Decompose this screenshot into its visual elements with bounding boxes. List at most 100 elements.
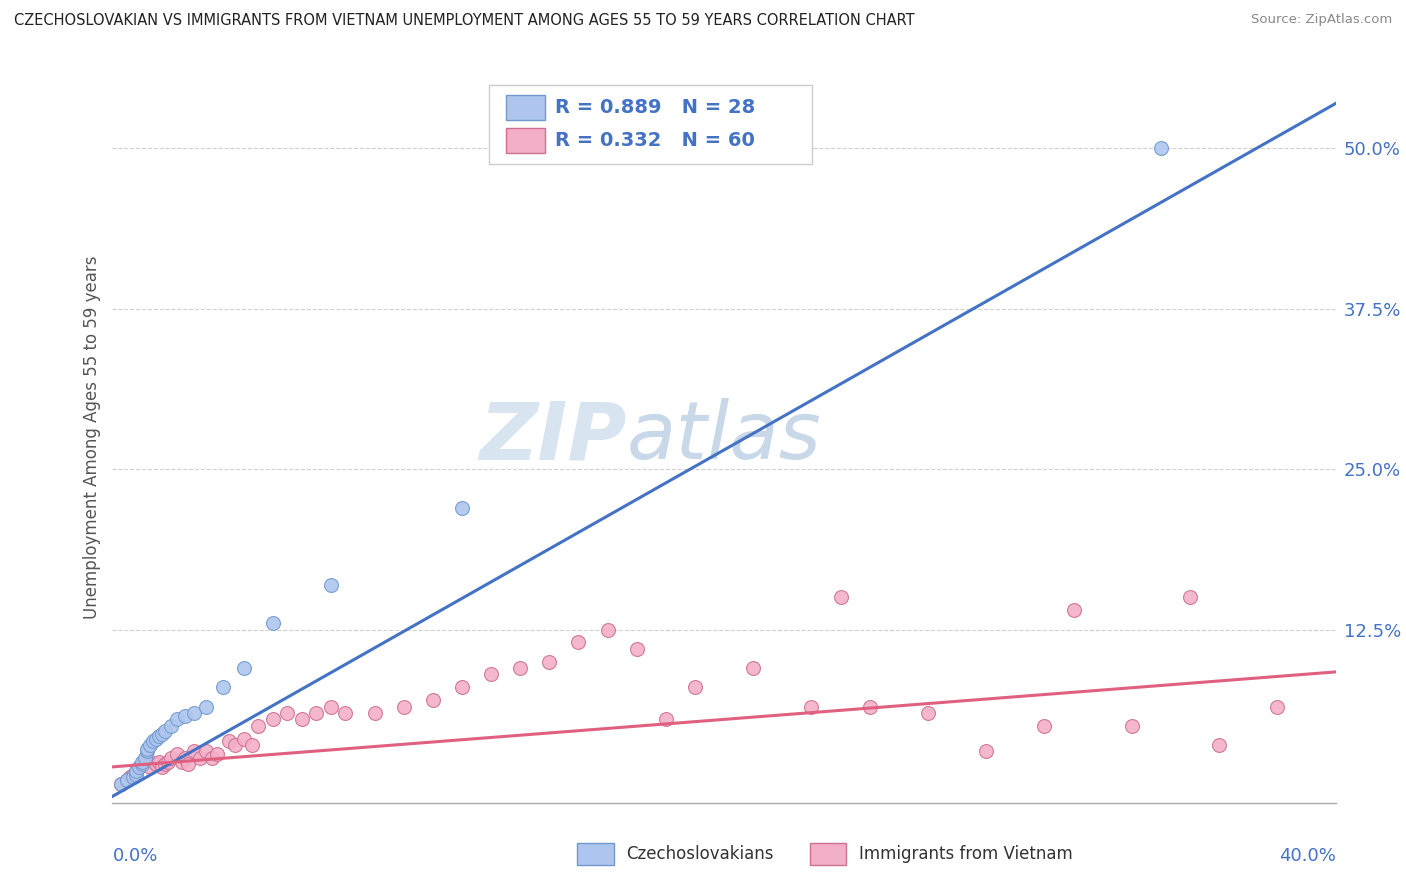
Point [655, 712, 678, 726]
Point [335, 706, 357, 720]
FancyBboxPatch shape [506, 95, 546, 120]
Point [224, 738, 246, 752]
Point [1178, 591, 1201, 605]
Point [830, 591, 852, 605]
Point [596, 623, 619, 637]
Point [1121, 719, 1143, 733]
Point [567, 635, 589, 649]
Point [131, 757, 153, 772]
Point [172, 755, 194, 769]
Point [125, 764, 148, 778]
Point [183, 706, 205, 720]
Point [291, 712, 314, 726]
Point [153, 757, 176, 772]
Point [134, 751, 156, 765]
Point [128, 760, 150, 774]
Text: 0.0%: 0.0% [112, 847, 157, 864]
Point [159, 719, 181, 733]
Point [110, 776, 132, 790]
Point [183, 744, 205, 758]
Point [153, 723, 176, 738]
Point [174, 708, 197, 723]
FancyBboxPatch shape [578, 843, 614, 865]
Point [262, 616, 284, 631]
Point [319, 699, 342, 714]
Point [115, 772, 138, 787]
Point [232, 661, 254, 675]
Point [451, 681, 474, 695]
Point [118, 770, 141, 784]
Point [136, 751, 159, 765]
Point [212, 681, 235, 695]
Point [148, 729, 170, 743]
Text: R = 0.889   N = 28: R = 0.889 N = 28 [555, 98, 755, 118]
Point [115, 772, 138, 787]
Point [150, 726, 173, 740]
FancyBboxPatch shape [506, 128, 546, 153]
Point [139, 738, 162, 752]
Point [319, 577, 342, 591]
Point [166, 747, 188, 761]
Point [145, 731, 167, 746]
Text: Czechoslovakians: Czechoslovakians [626, 845, 773, 863]
Point [232, 731, 254, 746]
Point [1267, 699, 1289, 714]
Point [240, 738, 263, 752]
FancyBboxPatch shape [810, 843, 846, 865]
Point [188, 751, 211, 765]
Point [125, 767, 148, 781]
Point [974, 744, 997, 758]
Point [148, 755, 170, 769]
Point [509, 661, 531, 675]
Text: 40.0%: 40.0% [1279, 847, 1336, 864]
Point [128, 760, 150, 774]
Point [125, 764, 148, 778]
Point [207, 747, 229, 761]
Point [156, 755, 179, 769]
Point [145, 757, 167, 772]
Point [262, 712, 284, 726]
Point [626, 641, 648, 656]
Text: Immigrants from Vietnam: Immigrants from Vietnam [859, 845, 1073, 863]
Point [1150, 141, 1173, 155]
Point [538, 655, 561, 669]
Point [422, 693, 444, 707]
Point [122, 767, 145, 781]
Point [276, 706, 298, 720]
Point [1033, 719, 1056, 733]
Point [218, 734, 240, 748]
Point [451, 500, 474, 515]
Point [174, 751, 197, 765]
Point [134, 755, 156, 769]
Point [194, 744, 217, 758]
Point [122, 770, 145, 784]
Point [1063, 603, 1085, 617]
Text: CZECHOSLOVAKIAN VS IMMIGRANTS FROM VIETNAM UNEMPLOYMENT AMONG AGES 55 TO 59 YEAR: CZECHOSLOVAKIAN VS IMMIGRANTS FROM VIETN… [14, 13, 915, 29]
Text: ZIP: ZIP [479, 398, 626, 476]
Point [683, 681, 706, 695]
Point [110, 776, 132, 790]
Point [363, 706, 385, 720]
Point [131, 755, 153, 769]
Point [800, 699, 823, 714]
Text: R = 0.332   N = 60: R = 0.332 N = 60 [555, 130, 755, 150]
Point [150, 760, 173, 774]
Point [247, 719, 270, 733]
Point [194, 699, 217, 714]
Point [177, 757, 200, 772]
Point [479, 667, 502, 681]
Text: atlas: atlas [626, 398, 821, 476]
Point [142, 734, 165, 748]
Point [136, 742, 159, 756]
Point [917, 706, 939, 720]
Point [131, 757, 153, 772]
Text: Source: ZipAtlas.com: Source: ZipAtlas.com [1251, 13, 1392, 27]
Point [1208, 738, 1230, 752]
Y-axis label: Unemployment Among Ages 55 to 59 years: Unemployment Among Ages 55 to 59 years [83, 255, 101, 619]
Point [305, 706, 328, 720]
Point [166, 712, 188, 726]
Point [392, 699, 415, 714]
Point [859, 699, 882, 714]
Point [200, 751, 222, 765]
Point [139, 760, 162, 774]
